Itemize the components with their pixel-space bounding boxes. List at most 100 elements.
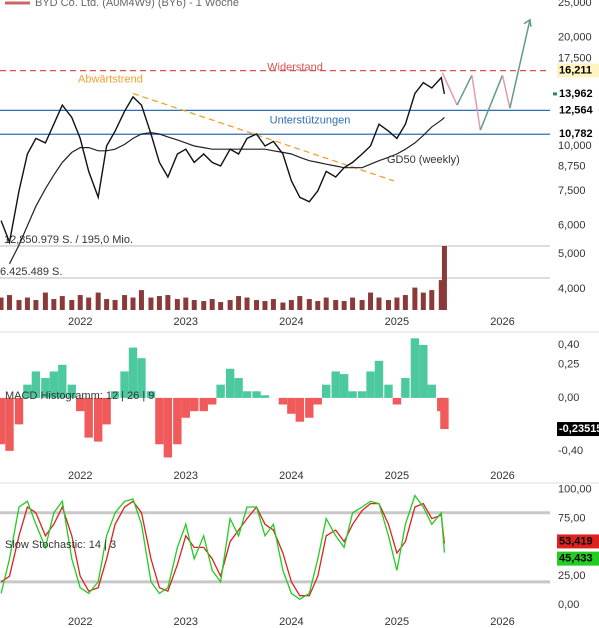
macd-bar [357, 391, 367, 398]
macd-bar [128, 347, 138, 398]
macd-bar [252, 391, 261, 398]
volume-bar [16, 300, 22, 310]
price-line [0, 76, 446, 245]
macd-bar [313, 397, 322, 405]
macd-bar [84, 397, 93, 438]
macd-bar [384, 384, 393, 398]
level-value-label-box [557, 127, 599, 142]
volume-bar [59, 296, 65, 310]
macd-bar [321, 384, 331, 398]
volume-bar [315, 301, 321, 310]
macd-bar [58, 364, 67, 398]
macd-bar [102, 397, 111, 425]
macd-bar [401, 378, 410, 398]
projection-arrow [523, 18, 532, 27]
macd-bar [0, 397, 6, 445]
macd-bar [31, 371, 41, 398]
volume-bar [33, 300, 39, 310]
projection-segment [441, 72, 458, 106]
stoch-last-label: 45,433 [559, 553, 593, 565]
stoch-d-line [0, 500, 446, 597]
level-value-label: 12,564 [559, 104, 594, 116]
y-tick-label: 4,000 [558, 283, 586, 295]
macd-bar [242, 391, 252, 398]
macd-bar [181, 397, 190, 418]
x-tick-label: 2026 [490, 316, 514, 328]
volume-bar [24, 297, 30, 310]
x-tick-label: 2024 [279, 316, 303, 328]
y-tick-label: 20,000 [558, 32, 592, 44]
level-label: Widerstand [267, 62, 323, 74]
volume-bar [156, 296, 162, 310]
x-tick-label: 2024 [279, 470, 303, 482]
volume-mid-label: 6.425.489 S. [0, 266, 62, 278]
volume-bar [306, 299, 312, 310]
volume-bar [191, 300, 197, 310]
macd-bar [260, 395, 270, 398]
stoch-k-line [0, 494, 446, 600]
y-tick-label: 6,000 [558, 220, 586, 232]
y-tick-label: -0,40 [558, 445, 583, 457]
level-value-label-box [557, 63, 599, 78]
volume-bar [359, 300, 365, 310]
volume-bar [104, 299, 110, 310]
macd-bar [137, 358, 146, 398]
trend-line [132, 92, 394, 182]
x-tick-label: 2023 [174, 316, 198, 328]
macd-bar [190, 397, 199, 412]
volume-bar [297, 296, 303, 310]
macd-bar [146, 391, 156, 398]
macd-bar [110, 391, 120, 398]
macd-bar [163, 397, 173, 458]
macd-bar [234, 378, 243, 398]
volume-bar [350, 297, 356, 310]
volume-bar [429, 290, 435, 310]
macd-bar [23, 384, 32, 398]
macd-bar [207, 397, 217, 405]
macd-bar [14, 397, 24, 425]
projection-segment [501, 75, 511, 109]
stoch-last-label-box [557, 534, 599, 549]
macd-bar [93, 397, 103, 442]
volume-bar [95, 292, 101, 310]
volume-bar [402, 295, 408, 310]
macd-bar [339, 374, 349, 398]
volume-bar [69, 300, 75, 310]
volume-bar [183, 297, 189, 310]
y-tick-label: 7,500 [558, 185, 586, 197]
volume-bar [174, 299, 180, 310]
projection-segment [479, 74, 504, 131]
macd-bar [120, 371, 129, 398]
y-tick-label: 0,00 [558, 392, 579, 404]
volume-bar [244, 297, 250, 310]
volume-bar [270, 299, 276, 310]
volume-bar [412, 287, 418, 310]
y-tick-label: 8,750 [558, 161, 586, 173]
volume-bar [288, 300, 294, 310]
macd-bar [199, 397, 208, 412]
macd-bar [410, 338, 420, 398]
y-tick-label: 0,40 [558, 339, 579, 351]
x-tick-label: 2026 [490, 616, 514, 628]
volume-bar [148, 297, 154, 310]
gd50-label: GD50 (weekly) [387, 154, 460, 166]
y-tick-label: 25,00 [558, 570, 586, 582]
macd-bar [41, 378, 50, 398]
projection-segment [509, 19, 531, 109]
volume-bar [138, 290, 144, 310]
x-tick-label: 2025 [385, 470, 409, 482]
volume-max-label: 12,850.979 S. / 195,0 Mio. [4, 234, 133, 246]
macd-bar [76, 397, 85, 412]
x-tick-label: 2025 [385, 316, 409, 328]
macd-bar [419, 344, 428, 398]
macd-bar [173, 397, 182, 445]
macd-bar [5, 397, 14, 451]
macd-bar [67, 384, 76, 398]
volume-bar [51, 299, 57, 310]
volume-bar [441, 246, 447, 310]
last-price-label: 13,962 [559, 88, 593, 100]
volume-bar [254, 300, 260, 310]
volume-bar [112, 300, 118, 310]
x-tick-label: 2022 [68, 470, 92, 482]
y-tick-label: 5,000 [558, 248, 586, 260]
